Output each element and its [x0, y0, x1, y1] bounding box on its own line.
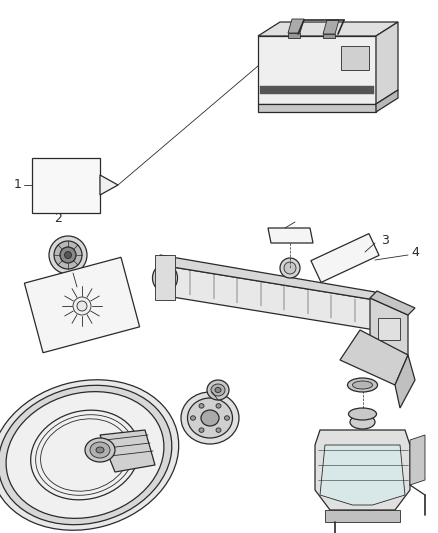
Ellipse shape — [0, 385, 172, 524]
Polygon shape — [320, 445, 405, 505]
Polygon shape — [25, 257, 140, 353]
Ellipse shape — [152, 264, 177, 292]
Text: 3: 3 — [381, 233, 389, 246]
Ellipse shape — [60, 247, 76, 263]
Ellipse shape — [215, 387, 221, 392]
Polygon shape — [100, 175, 118, 195]
Polygon shape — [258, 36, 376, 104]
Polygon shape — [100, 430, 155, 472]
Ellipse shape — [353, 381, 372, 389]
Polygon shape — [32, 158, 100, 213]
Polygon shape — [160, 265, 375, 330]
Text: 2: 2 — [54, 212, 62, 224]
Ellipse shape — [225, 416, 230, 420]
Ellipse shape — [187, 398, 233, 438]
Polygon shape — [258, 22, 398, 36]
Polygon shape — [288, 19, 304, 33]
Ellipse shape — [157, 269, 173, 287]
Ellipse shape — [0, 379, 179, 530]
Ellipse shape — [64, 252, 71, 259]
Polygon shape — [258, 104, 376, 112]
Ellipse shape — [96, 447, 104, 453]
Ellipse shape — [349, 408, 377, 420]
Ellipse shape — [207, 380, 229, 400]
Polygon shape — [323, 20, 339, 34]
Text: 1: 1 — [14, 179, 22, 191]
Bar — [323, 34, 335, 38]
Ellipse shape — [350, 415, 375, 429]
Polygon shape — [378, 318, 400, 340]
Ellipse shape — [162, 274, 169, 282]
Polygon shape — [160, 255, 375, 300]
Bar — [288, 33, 300, 38]
Ellipse shape — [191, 416, 195, 420]
Ellipse shape — [77, 301, 87, 311]
Ellipse shape — [199, 403, 204, 408]
Ellipse shape — [54, 241, 82, 269]
Polygon shape — [155, 255, 175, 300]
Bar — [341, 46, 369, 70]
Ellipse shape — [201, 410, 219, 426]
Ellipse shape — [347, 378, 378, 392]
Ellipse shape — [49, 236, 87, 274]
Polygon shape — [268, 228, 313, 243]
Ellipse shape — [216, 428, 221, 432]
Polygon shape — [340, 330, 408, 385]
Polygon shape — [325, 510, 400, 522]
Ellipse shape — [73, 297, 91, 315]
Text: 4: 4 — [411, 246, 419, 259]
Polygon shape — [260, 86, 374, 94]
Ellipse shape — [199, 428, 204, 432]
Ellipse shape — [211, 384, 225, 396]
Ellipse shape — [85, 438, 115, 462]
Polygon shape — [315, 430, 410, 510]
Ellipse shape — [90, 442, 110, 458]
Polygon shape — [376, 90, 398, 112]
Ellipse shape — [6, 392, 164, 519]
Polygon shape — [370, 298, 408, 355]
Ellipse shape — [280, 258, 300, 278]
Ellipse shape — [284, 262, 296, 274]
Polygon shape — [410, 435, 425, 485]
Ellipse shape — [216, 403, 221, 408]
Polygon shape — [311, 233, 379, 282]
Polygon shape — [370, 291, 415, 315]
Polygon shape — [376, 22, 398, 104]
Ellipse shape — [181, 392, 239, 444]
Polygon shape — [395, 355, 415, 408]
